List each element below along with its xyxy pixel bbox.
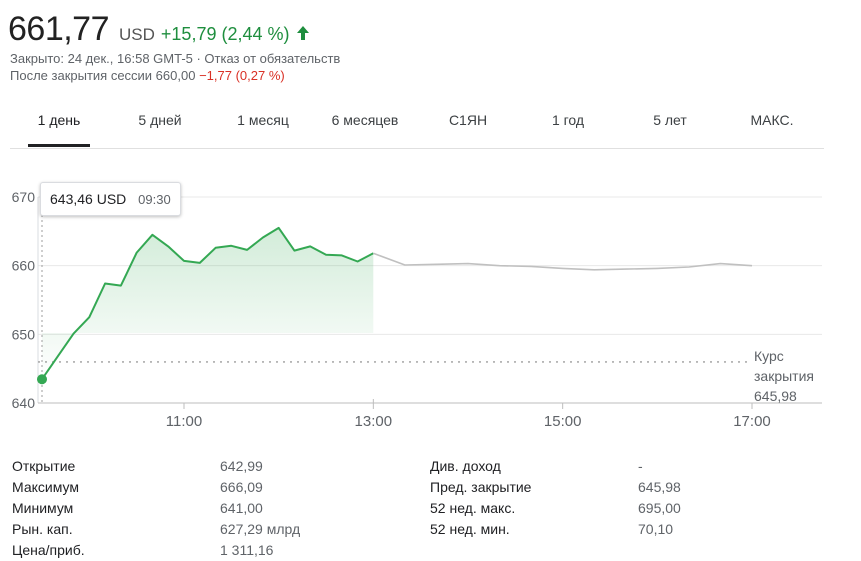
tab-6-months[interactable]: 6 месяцев (331, 112, 399, 128)
stat-mktcap-label: Рын. кап. (12, 521, 73, 537)
stat-prev-close-label: Пред. закрытие (430, 479, 532, 495)
x-tick-label: 17:00 (733, 413, 771, 430)
y-tick-label: 660 (12, 258, 36, 274)
hover-tooltip: 643,46 USD 09:30 (40, 182, 181, 216)
prev-close-label: Курс закрытия 645,98 (754, 348, 814, 404)
hover-marker (37, 374, 47, 385)
x-tick-label: 13:00 (355, 413, 393, 430)
price-chart[interactable]: 640 650 660 670 11:00 13:00 15:00 17:00 Курс закр… (0, 170, 861, 440)
regular-session-area (42, 227, 374, 380)
tooltip-value: 643,46 USD (50, 191, 127, 207)
stats-left: Открытие Максимум Минимум Рын. кап. Цена… (12, 456, 85, 561)
stat-52w-low-value: 70,10 (638, 521, 674, 537)
after-hours-change: −1,77 (0,27 %) (199, 68, 285, 83)
after_hours-session-line (373, 252, 753, 271)
y-tick-label: 640 (12, 395, 36, 411)
stat-pe-value: 1 311,16 (220, 542, 274, 558)
x-tick-label: 11:00 (166, 413, 202, 430)
tab-1-day[interactable]: 1 день (28, 100, 90, 147)
stat-high-value: 666,09 (220, 479, 263, 495)
currency-label: USD (119, 25, 155, 44)
stat-52w-high-value: 695,00 (638, 500, 681, 516)
tab-max[interactable]: МАКС. (750, 112, 794, 128)
closed-status: Закрыто: 24 дек., 16:58 GMT-5 · Отказ от… (10, 51, 341, 66)
stat-pe-label: Цена/приб. (12, 542, 85, 558)
tooltip-time: 09:30 (138, 192, 171, 207)
tab-5-days[interactable]: 5 дней (138, 112, 182, 128)
stat-low-label: Минимум (12, 500, 74, 516)
stat-52w-low-label: 52 нед. мин. (430, 521, 510, 537)
regular-session-line (41, 226, 374, 380)
quote-header: 661,77 USD +15,79 (2,44 %) (8, 10, 310, 49)
y-tick-label: 670 (12, 189, 36, 205)
stat-52w-high-label: 52 нед. макс. (430, 500, 516, 516)
stat-dividend-label: Див. доход (430, 458, 501, 474)
stat-low-value: 641,00 (220, 500, 263, 516)
y-tick-label: 650 (12, 326, 36, 342)
current-price: 661,77 (8, 10, 110, 48)
price-change: +15,79 (2,44 %) (160, 24, 290, 44)
tab-1-month[interactable]: 1 месяц (237, 112, 289, 128)
stats-right-values: - 645,98 695,00 70,10 (638, 456, 681, 540)
stats-right: Див. доход Пред. закрытие 52 нед. макс. … (430, 456, 531, 540)
stat-high-label: Максимум (12, 479, 79, 495)
after-hours-status: После закрытия сессии 660,00 −1,77 (0,27… (10, 68, 285, 83)
x-tick-label: 15:00 (544, 413, 582, 430)
stats-left-values: 642,99 666,09 641,00 627,29 млрд 1 311,1… (220, 456, 300, 561)
stat-open-label: Открытие (12, 458, 76, 474)
stat-open-value: 642,99 (220, 458, 263, 474)
tab-5-years[interactable]: 5 лет (653, 112, 687, 128)
stat-mktcap-value: 627,29 млрд (220, 521, 301, 537)
stat-prev-close-value: 645,98 (638, 479, 681, 495)
after-hours-label: После закрытия сессии 660,00 (10, 68, 196, 83)
range-tabs: 1 день 5 дней 1 месяц 6 месяцев С1ЯН 1 г… (10, 100, 824, 149)
stat-dividend-value: - (638, 458, 643, 474)
tab-1-year[interactable]: 1 год (551, 112, 585, 128)
arrow-up-icon (296, 25, 310, 41)
tab-ytd[interactable]: С1ЯН (448, 112, 488, 128)
